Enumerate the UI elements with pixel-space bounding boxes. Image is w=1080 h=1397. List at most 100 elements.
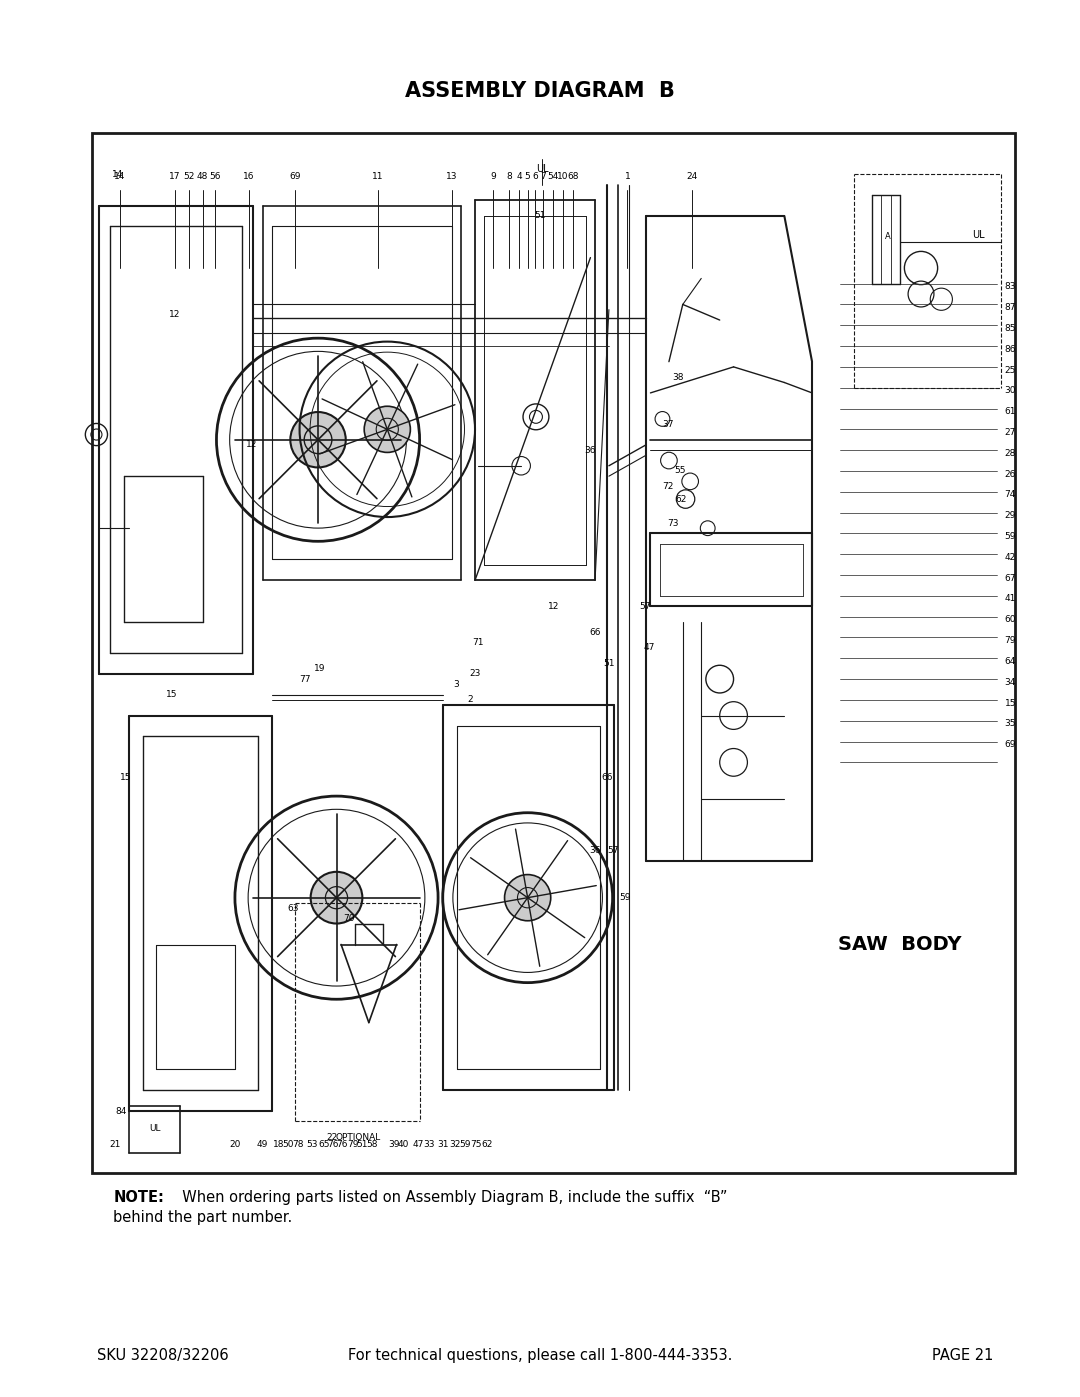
- Text: 34: 34: [1004, 678, 1016, 687]
- Text: 2: 2: [468, 696, 473, 704]
- Text: 76: 76: [336, 1140, 348, 1148]
- Text: 85: 85: [1004, 324, 1016, 332]
- Text: 12: 12: [548, 602, 559, 610]
- Text: 38: 38: [673, 373, 684, 381]
- Text: 17: 17: [170, 172, 180, 182]
- Text: 39: 39: [388, 1140, 400, 1148]
- Text: 79: 79: [348, 1140, 359, 1148]
- Text: 24: 24: [687, 172, 698, 182]
- Text: 15: 15: [120, 774, 132, 782]
- Text: 8: 8: [507, 172, 512, 182]
- Text: SKU 32208/32206: SKU 32208/32206: [97, 1348, 229, 1362]
- Text: 65: 65: [319, 1140, 330, 1148]
- Text: 47: 47: [644, 644, 656, 652]
- Text: 31: 31: [437, 1140, 448, 1148]
- Ellipse shape: [364, 407, 410, 453]
- Text: 12: 12: [170, 310, 180, 320]
- Text: 28: 28: [1004, 448, 1016, 458]
- Text: 62: 62: [675, 495, 687, 503]
- Text: 47: 47: [413, 1140, 423, 1148]
- Text: behind the part number.: behind the part number.: [113, 1210, 293, 1225]
- Text: 30: 30: [1004, 387, 1016, 395]
- Text: 41: 41: [1004, 595, 1016, 604]
- Text: 10: 10: [557, 172, 568, 182]
- Text: 66: 66: [602, 774, 612, 782]
- Text: 18: 18: [272, 1140, 284, 1148]
- Text: 74: 74: [1004, 490, 1016, 499]
- Text: UL: UL: [536, 163, 549, 175]
- Text: 86: 86: [1004, 345, 1016, 353]
- Text: SAW  BODY: SAW BODY: [838, 935, 961, 954]
- Text: 57: 57: [639, 602, 650, 610]
- Text: 62: 62: [482, 1140, 492, 1148]
- Text: 21: 21: [109, 1140, 121, 1148]
- Text: 19: 19: [314, 664, 326, 673]
- Text: When ordering parts listed on Assembly Diagram B, include the suffix  “B”: When ordering parts listed on Assembly D…: [174, 1190, 728, 1206]
- Text: PAGE 21: PAGE 21: [932, 1348, 994, 1362]
- Text: 77: 77: [299, 675, 311, 683]
- Text: 26: 26: [1004, 469, 1016, 479]
- Ellipse shape: [504, 875, 551, 921]
- Text: 50: 50: [283, 1140, 294, 1148]
- Text: 14: 14: [113, 172, 125, 182]
- Text: 84: 84: [116, 1106, 127, 1116]
- Text: 51: 51: [356, 1140, 368, 1148]
- Text: 12: 12: [246, 440, 257, 450]
- Text: ASSEMBLY DIAGRAM  B: ASSEMBLY DIAGRAM B: [405, 81, 675, 101]
- Text: 36: 36: [584, 446, 596, 454]
- Text: 52: 52: [184, 172, 194, 182]
- Text: 1: 1: [624, 172, 631, 182]
- Text: 23: 23: [470, 669, 481, 679]
- Text: 51: 51: [534, 211, 545, 221]
- Text: A: A: [885, 232, 891, 242]
- Text: 49: 49: [257, 1140, 268, 1148]
- Text: 75: 75: [470, 1140, 482, 1148]
- Text: 63: 63: [287, 904, 299, 912]
- Text: 40: 40: [397, 1140, 408, 1148]
- Text: 76: 76: [327, 1140, 338, 1148]
- Text: 48: 48: [197, 172, 208, 182]
- Text: 60: 60: [1004, 615, 1016, 624]
- Text: 69: 69: [289, 172, 300, 182]
- Text: 32: 32: [449, 1140, 460, 1148]
- Text: 22: 22: [326, 1133, 338, 1141]
- Text: 35: 35: [1004, 719, 1016, 728]
- Text: 78: 78: [292, 1140, 303, 1148]
- Text: For technical questions, please call 1-800-444-3353.: For technical questions, please call 1-8…: [348, 1348, 732, 1362]
- Text: 15: 15: [1004, 698, 1016, 707]
- Text: 29: 29: [1004, 511, 1016, 520]
- Text: 25: 25: [1004, 366, 1016, 374]
- Text: 55: 55: [674, 467, 686, 475]
- Text: NOTE:: NOTE:: [113, 1190, 164, 1206]
- Text: 5: 5: [525, 172, 530, 182]
- Text: 68: 68: [567, 172, 579, 182]
- Text: OPTIONAL: OPTIONAL: [335, 1133, 380, 1141]
- Text: 66: 66: [590, 627, 600, 637]
- Text: 11: 11: [373, 172, 383, 182]
- Text: 69: 69: [1004, 740, 1016, 749]
- Bar: [92, 133, 1015, 1173]
- Text: 20: 20: [229, 1140, 241, 1148]
- Ellipse shape: [291, 412, 346, 468]
- Text: 4: 4: [516, 172, 522, 182]
- Text: 59: 59: [459, 1140, 471, 1148]
- Text: 53: 53: [306, 1140, 318, 1148]
- Text: 9: 9: [490, 172, 497, 182]
- Text: 72: 72: [662, 482, 674, 492]
- Text: 15: 15: [165, 690, 177, 700]
- Text: 42: 42: [1004, 553, 1016, 562]
- Text: 70: 70: [342, 914, 354, 923]
- Text: UL: UL: [972, 229, 985, 240]
- Text: 33: 33: [423, 1140, 434, 1148]
- Text: 7: 7: [540, 172, 546, 182]
- Text: 14: 14: [112, 170, 123, 179]
- Text: 16: 16: [243, 172, 255, 182]
- Text: UL: UL: [149, 1125, 160, 1133]
- Text: 3: 3: [454, 680, 459, 689]
- Text: 79: 79: [1004, 636, 1016, 645]
- Text: 59: 59: [1004, 532, 1016, 541]
- Text: 54: 54: [546, 172, 558, 182]
- Text: 59: 59: [619, 893, 631, 902]
- Text: 51: 51: [603, 659, 615, 668]
- Text: 36: 36: [590, 847, 600, 855]
